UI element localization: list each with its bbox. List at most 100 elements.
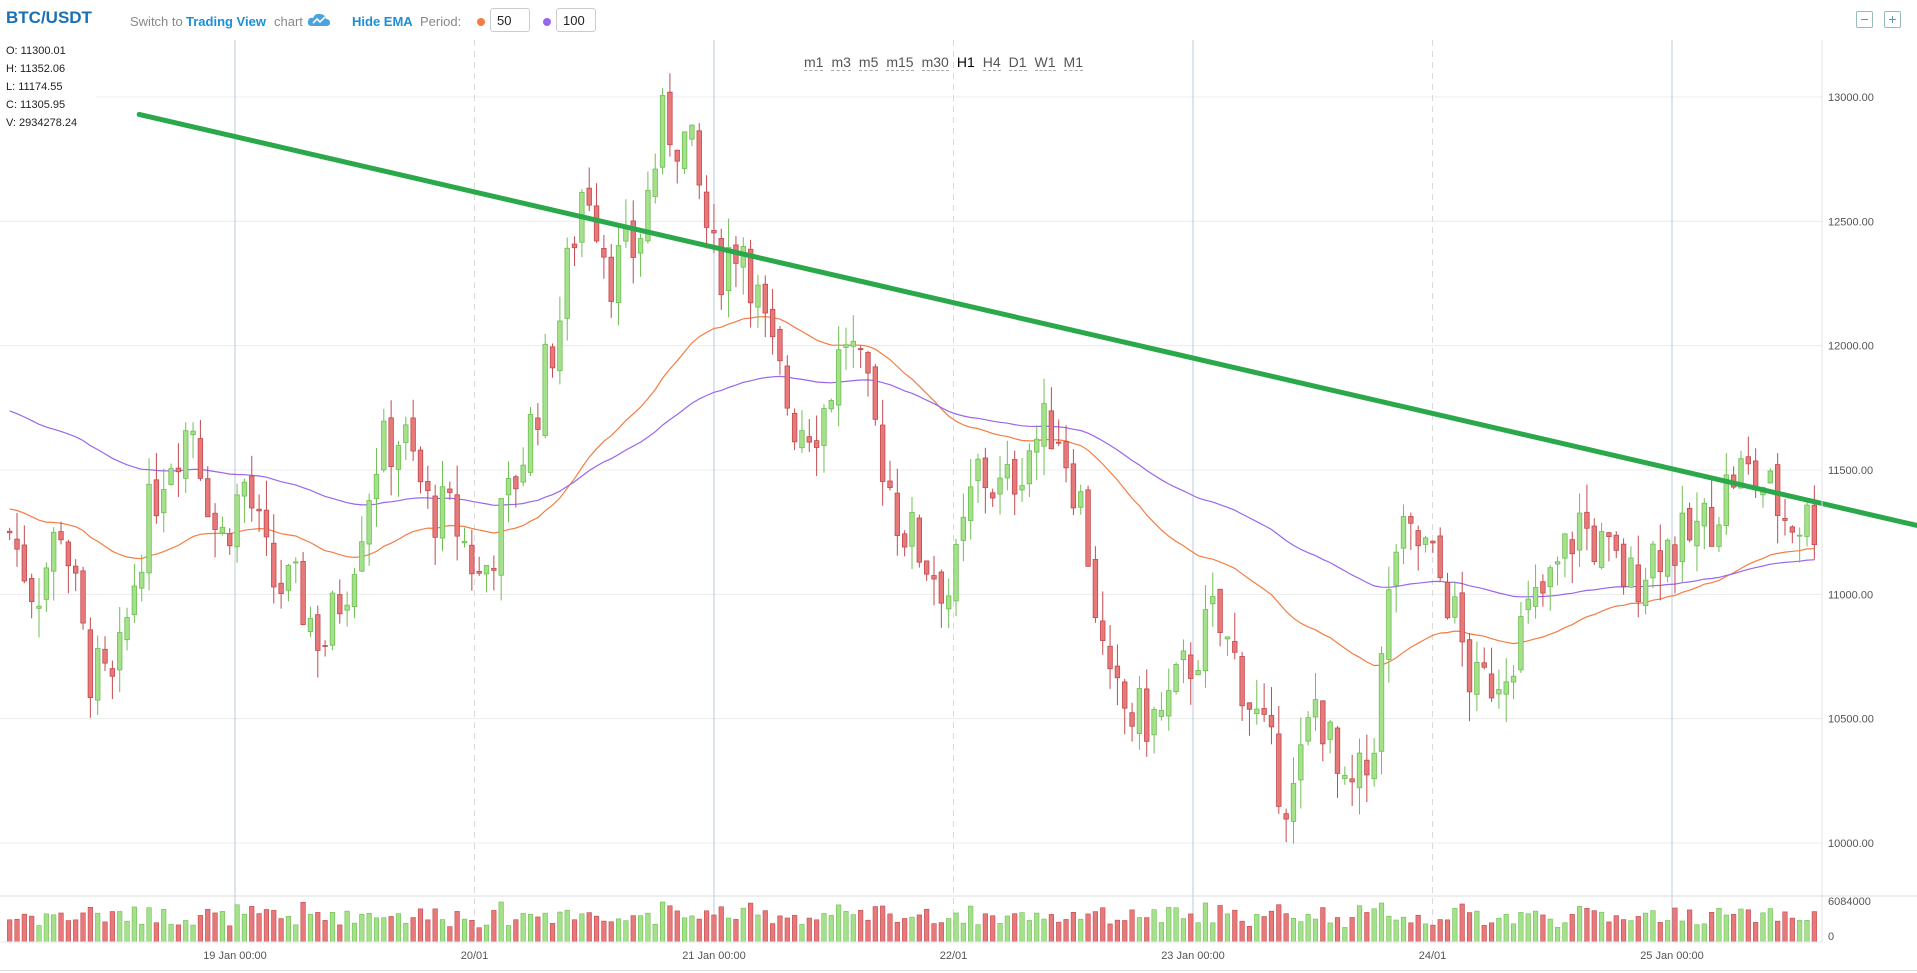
volume-bar xyxy=(1305,914,1311,943)
candle-body xyxy=(102,648,108,664)
price-tick-label: 10500.00 xyxy=(1828,714,1874,726)
ema-slow-dot-icon xyxy=(543,18,551,26)
volume-bar xyxy=(1217,905,1223,943)
candle-body xyxy=(395,445,402,470)
volume-bar xyxy=(315,912,321,943)
timeframe-m15[interactable]: m15 xyxy=(886,54,914,71)
timeframe-D1[interactable]: D1 xyxy=(1008,54,1027,71)
timeframe-m1[interactable]: m1 xyxy=(804,54,824,71)
volume-bar xyxy=(373,917,380,943)
volume-bar xyxy=(850,914,856,943)
candle-body xyxy=(557,320,563,372)
timeframe-H1[interactable]: H1 xyxy=(956,54,975,70)
volume-bar xyxy=(1474,910,1480,943)
trading-view-link[interactable]: Trading View xyxy=(186,14,266,29)
volume-bar xyxy=(1731,914,1737,943)
candle-body xyxy=(1180,650,1187,661)
trading-view-cloud-icon[interactable] xyxy=(307,12,331,33)
volume-bar xyxy=(307,914,314,943)
volume-bar xyxy=(87,906,93,943)
candle-body xyxy=(366,500,372,545)
volume-bar xyxy=(344,910,350,943)
volume-bar xyxy=(1136,917,1142,943)
candle-body xyxy=(821,408,827,446)
price-tick-label: 12500.00 xyxy=(1828,216,1874,228)
candle-body xyxy=(1048,410,1055,450)
volume-bar xyxy=(828,915,834,943)
candle-body xyxy=(1738,458,1744,489)
candle-body xyxy=(161,489,167,514)
candle-body xyxy=(813,440,820,448)
volume-bar xyxy=(1650,910,1656,943)
volume-bar xyxy=(1643,912,1649,943)
ema-fast-period-input[interactable] xyxy=(490,8,530,32)
volume-bar xyxy=(997,923,1003,943)
candle-body xyxy=(1576,512,1583,551)
candle-body xyxy=(1430,540,1436,544)
candle-body xyxy=(351,574,358,607)
candle-body xyxy=(234,494,240,548)
candle-body xyxy=(1474,661,1480,695)
hide-ema-button[interactable]: Hide EMA xyxy=(352,14,413,29)
volume-bar xyxy=(542,912,548,943)
volume-bar xyxy=(748,902,754,943)
volume-bar xyxy=(1444,919,1451,943)
zoom-in-button[interactable]: + xyxy=(1884,11,1901,28)
top-toolbar: BTC/USDT Switch to Trading View chart Hi… xyxy=(0,0,1917,40)
candle-body xyxy=(645,189,651,242)
candle-body xyxy=(718,238,724,296)
candle-body xyxy=(29,578,35,603)
volume-bar xyxy=(821,913,827,943)
timeframe-H4[interactable]: H4 xyxy=(982,54,1001,71)
candle-body xyxy=(953,543,959,602)
volume-bar xyxy=(432,908,438,943)
volume-bar xyxy=(1173,907,1179,943)
volume-bar xyxy=(183,920,189,943)
candle-body xyxy=(769,308,776,338)
chart-grid xyxy=(0,40,1822,942)
volume-bar xyxy=(51,914,57,943)
timeframe-M1[interactable]: M1 xyxy=(1063,54,1083,71)
candle-body xyxy=(901,533,908,548)
timeframe-m5[interactable]: m5 xyxy=(858,54,879,71)
volume-bar xyxy=(1144,917,1150,943)
candle-body xyxy=(1510,675,1517,683)
time-tick-label: 20/01 xyxy=(461,950,489,962)
volume-bar xyxy=(916,914,922,943)
volume-bar xyxy=(1532,910,1539,943)
volume-bar xyxy=(1078,918,1084,943)
candle-body xyxy=(249,475,255,509)
volume-bar xyxy=(630,915,636,943)
volume-bar xyxy=(792,915,798,943)
volume-bar xyxy=(858,910,864,943)
timeframe-m30[interactable]: m30 xyxy=(921,54,949,71)
volume-bar xyxy=(1540,914,1546,943)
volume-bar xyxy=(1547,918,1553,943)
candle-body xyxy=(799,430,805,449)
volume-bar xyxy=(1063,919,1069,943)
timeframe-m3[interactable]: m3 xyxy=(831,54,851,71)
volume-bar xyxy=(1034,912,1040,943)
ema-fast-dot-icon xyxy=(477,18,485,26)
candle-body xyxy=(520,464,526,483)
candle-body xyxy=(1481,662,1487,668)
candle-body xyxy=(1408,516,1414,524)
zoom-out-button[interactable]: − xyxy=(1856,11,1873,28)
candle-body xyxy=(1782,517,1788,521)
candle-body xyxy=(1246,702,1253,710)
time-tick-label: 25 Jan 00:00 xyxy=(1640,950,1704,962)
candle-body xyxy=(630,220,636,258)
candle-body xyxy=(1004,464,1011,479)
candle-body xyxy=(1166,690,1172,717)
volume-bar xyxy=(293,924,299,943)
volume-bar xyxy=(65,920,71,943)
candle-body xyxy=(1188,654,1194,679)
candle-body xyxy=(923,560,930,575)
candle-body xyxy=(1254,708,1260,715)
ema-slow-period-input[interactable] xyxy=(556,8,596,32)
candle-body xyxy=(1305,717,1311,742)
timeframe-W1[interactable]: W1 xyxy=(1034,54,1056,71)
volume-bar xyxy=(461,918,468,943)
volume-bar xyxy=(1687,909,1693,943)
